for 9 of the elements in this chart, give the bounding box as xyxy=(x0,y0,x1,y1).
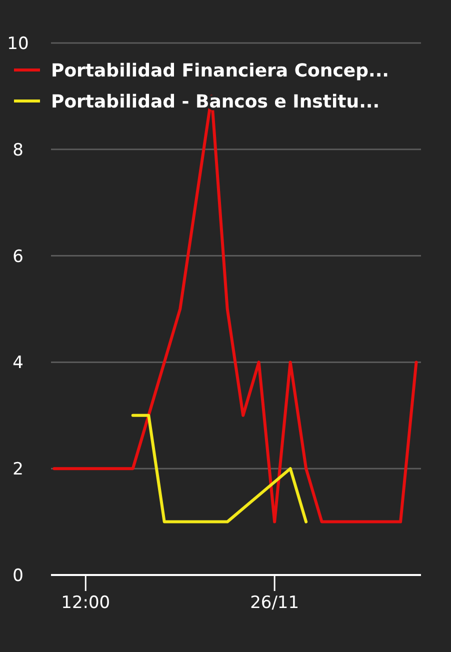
y-tick-label: 4 xyxy=(12,353,24,374)
x-tick-label: 26/11 xyxy=(250,593,300,613)
legend-label: Portabilidad Financiera Concep... xyxy=(51,60,390,82)
x-tick-label: 12:00 xyxy=(61,593,110,613)
y-tick-label: 8 xyxy=(12,140,24,160)
y-tick-label: 6 xyxy=(12,246,24,267)
y-tick-label: 10 xyxy=(7,34,29,54)
y-tick-label: 2 xyxy=(12,460,24,480)
y-tick-label: 0 xyxy=(12,566,24,586)
